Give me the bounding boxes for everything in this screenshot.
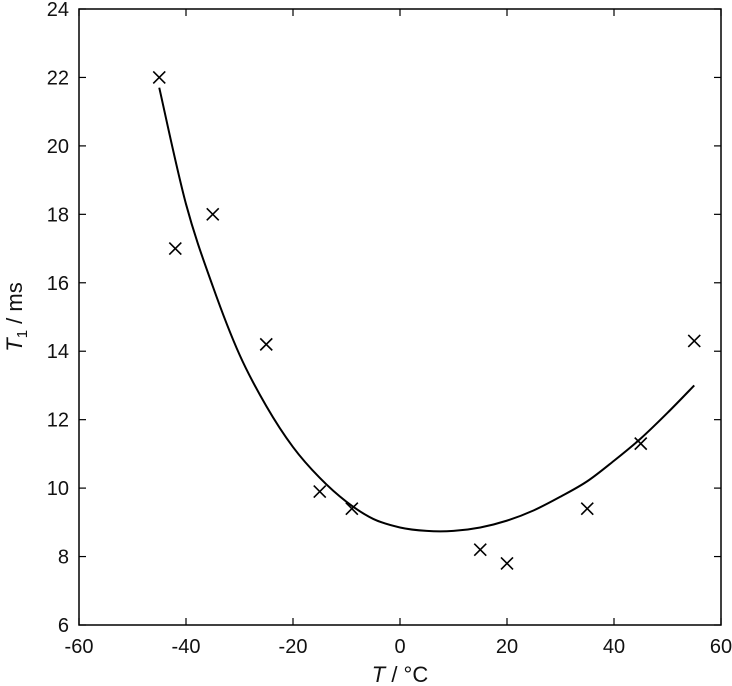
data-point-marker [687, 334, 701, 348]
plot-area-frame [78, 8, 722, 626]
tick-labels: -60 -40 -20 0 20 40 60 6 8 10 12 14 16 18 20 22 24 [47, 0, 732, 658]
y-tick-label: 18 [47, 204, 69, 226]
y-tick-label: 10 [47, 478, 69, 500]
data-point-marker [580, 502, 594, 516]
data-point-marker [259, 337, 273, 351]
y-tick-label: 16 [47, 273, 69, 295]
data-point-marker [345, 502, 359, 516]
y-tick-label: 6 [58, 615, 69, 637]
data-point-marker [168, 241, 182, 256]
y-tick-label: 14 [47, 341, 69, 363]
x-tick-label: -40 [172, 636, 201, 658]
x-tick-label: 40 [603, 636, 625, 658]
y-tick-label: 24 [47, 0, 69, 21]
x-tick-label: 0 [394, 636, 405, 658]
x-tick-label: -60 [65, 636, 94, 658]
data-point-marker [206, 207, 220, 221]
y-tick-label: 12 [47, 410, 69, 432]
y-axis-label: T1 / ms [2, 282, 31, 351]
data-point-marker [634, 437, 648, 451]
y-tick-label: 8 [58, 547, 69, 569]
x-tick-label: 20 [496, 636, 518, 658]
x-axis-label: T / °C [372, 662, 429, 686]
axis-ticks [78, 8, 722, 626]
data-markers [152, 70, 701, 570]
y-tick-label: 22 [47, 67, 69, 89]
y-tick-label: 20 [47, 136, 69, 158]
fit-curve [158, 87, 695, 533]
data-point-marker [500, 556, 514, 570]
x-tick-label: -20 [279, 636, 308, 658]
data-point-marker [313, 484, 327, 499]
data-point-marker [473, 543, 487, 557]
x-tick-label: 60 [710, 636, 732, 658]
data-point-marker [152, 70, 166, 85]
